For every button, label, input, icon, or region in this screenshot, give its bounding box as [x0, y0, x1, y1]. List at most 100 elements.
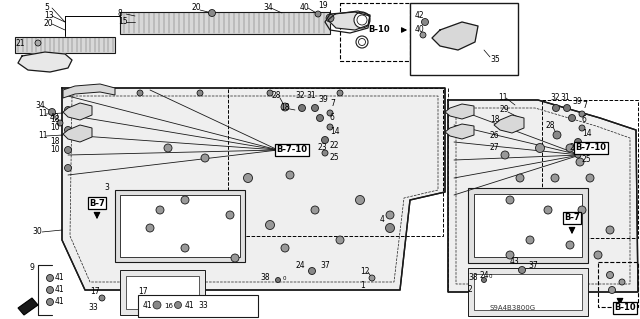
Circle shape	[518, 266, 525, 273]
Circle shape	[386, 211, 394, 219]
Text: 41: 41	[143, 301, 152, 310]
Circle shape	[568, 115, 575, 122]
Circle shape	[576, 158, 584, 166]
Bar	[474, 194, 582, 257]
Circle shape	[266, 220, 275, 229]
Text: 0: 0	[489, 275, 493, 279]
Circle shape	[65, 146, 72, 153]
Circle shape	[226, 211, 234, 219]
Circle shape	[35, 40, 41, 46]
Circle shape	[422, 19, 429, 26]
Circle shape	[65, 165, 72, 172]
Text: 0: 0	[283, 276, 287, 280]
Circle shape	[312, 105, 319, 112]
Circle shape	[175, 301, 182, 308]
Text: 10: 10	[50, 122, 60, 131]
Text: B-10: B-10	[614, 303, 636, 313]
Circle shape	[357, 15, 367, 25]
Text: 34: 34	[263, 4, 273, 12]
Bar	[474, 274, 582, 310]
Text: 18: 18	[50, 115, 60, 124]
Circle shape	[579, 125, 585, 131]
Text: 11: 11	[38, 131, 47, 140]
Circle shape	[281, 244, 289, 252]
Text: 41: 41	[55, 273, 65, 283]
Text: 41: 41	[55, 286, 65, 294]
Circle shape	[164, 144, 172, 152]
Circle shape	[99, 295, 105, 301]
Bar	[228, 88, 443, 236]
Circle shape	[231, 254, 239, 262]
Text: B-7: B-7	[89, 198, 105, 207]
Text: 40: 40	[50, 113, 60, 122]
Circle shape	[506, 251, 514, 259]
Bar	[410, 3, 518, 75]
Circle shape	[49, 108, 56, 115]
Text: B-10: B-10	[369, 26, 390, 34]
Circle shape	[298, 105, 305, 112]
Polygon shape	[63, 125, 92, 142]
Polygon shape	[448, 100, 638, 292]
Circle shape	[575, 152, 581, 158]
Text: 30: 30	[32, 227, 42, 236]
Text: 11: 11	[38, 109, 47, 118]
Text: 23: 23	[570, 144, 580, 152]
Polygon shape	[62, 88, 445, 290]
Circle shape	[315, 11, 321, 17]
Text: 32: 32	[295, 92, 305, 100]
Circle shape	[607, 271, 614, 278]
Text: 40: 40	[415, 26, 425, 34]
Circle shape	[327, 124, 333, 130]
Text: 38: 38	[468, 272, 477, 281]
Circle shape	[47, 299, 54, 306]
Polygon shape	[328, 11, 370, 30]
Text: 11: 11	[498, 93, 508, 102]
Polygon shape	[63, 103, 92, 120]
Bar	[115, 190, 245, 262]
Circle shape	[579, 111, 585, 117]
Circle shape	[385, 224, 394, 233]
Circle shape	[501, 151, 509, 159]
Text: 18: 18	[490, 115, 499, 124]
Circle shape	[606, 226, 614, 234]
Circle shape	[311, 206, 319, 214]
Text: 35: 35	[490, 56, 500, 64]
Text: 34: 34	[35, 100, 45, 109]
Text: 14: 14	[330, 128, 340, 137]
Text: 29: 29	[500, 106, 509, 115]
Polygon shape	[432, 22, 478, 50]
Text: 24: 24	[480, 271, 490, 279]
Circle shape	[326, 14, 334, 22]
Text: 17: 17	[138, 287, 148, 296]
Circle shape	[551, 174, 559, 182]
Bar	[468, 268, 588, 316]
Text: 16: 16	[164, 303, 173, 309]
Text: 39: 39	[318, 95, 328, 105]
Circle shape	[553, 131, 561, 139]
Text: 6: 6	[582, 115, 587, 123]
Bar	[120, 12, 330, 34]
Circle shape	[308, 268, 316, 275]
Circle shape	[506, 196, 514, 204]
Text: 28: 28	[545, 121, 554, 130]
Text: 5: 5	[44, 4, 49, 12]
Circle shape	[281, 103, 289, 111]
Text: 32: 32	[550, 93, 559, 102]
Circle shape	[578, 206, 586, 214]
Text: 25: 25	[330, 153, 340, 162]
Circle shape	[209, 10, 216, 17]
Text: 41: 41	[185, 301, 195, 310]
Circle shape	[420, 32, 426, 38]
Bar	[468, 188, 588, 263]
Bar	[340, 3, 410, 61]
Text: 33: 33	[88, 303, 98, 313]
Circle shape	[322, 150, 328, 156]
Bar	[598, 262, 638, 307]
Text: 39: 39	[572, 98, 582, 107]
Bar	[120, 195, 240, 257]
Polygon shape	[63, 84, 115, 98]
Circle shape	[47, 275, 54, 281]
Text: 19: 19	[318, 1, 328, 10]
Circle shape	[552, 105, 559, 112]
Text: 40: 40	[300, 4, 310, 12]
